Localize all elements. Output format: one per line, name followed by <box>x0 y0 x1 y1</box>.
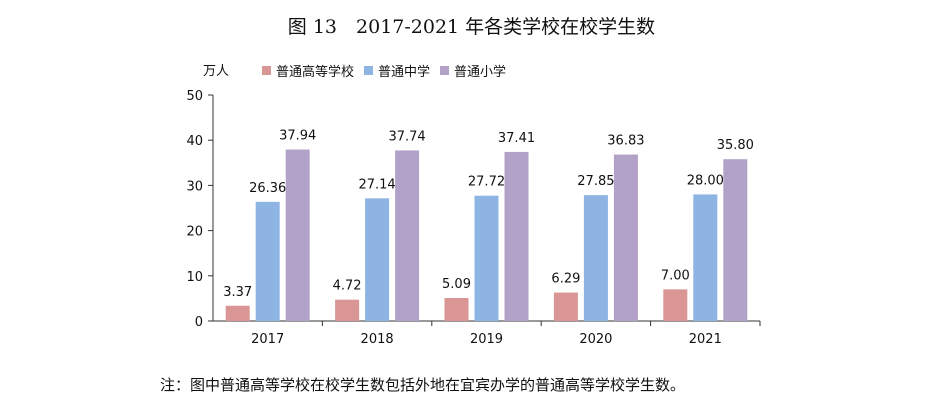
x-tick-label: 2020 <box>579 332 612 347</box>
data-label: 35.80 <box>717 138 754 153</box>
x-tick-label: 2018 <box>361 332 394 347</box>
x-tick-label: 2017 <box>251 332 284 347</box>
y-axis-label: 万人 <box>203 64 229 79</box>
x-tick-label: 2021 <box>689 332 722 347</box>
data-label: 26.36 <box>249 181 286 196</box>
bar <box>225 305 250 321</box>
data-label: 4.72 <box>333 279 362 294</box>
bar <box>693 194 718 321</box>
bar <box>723 159 748 321</box>
bar <box>255 201 280 321</box>
legend-swatch <box>262 66 271 75</box>
legend-label: 普通小学 <box>454 64 506 80</box>
legend-swatch <box>440 66 449 75</box>
bar <box>474 195 499 321</box>
data-label: 37.41 <box>498 131 535 146</box>
y-tick-label: 10 <box>186 270 203 285</box>
bar <box>583 195 608 321</box>
y-tick-label: 30 <box>186 179 203 194</box>
data-label: 27.85 <box>577 174 614 189</box>
data-label: 6.29 <box>551 272 580 287</box>
legend-label: 普通中学 <box>378 64 430 80</box>
bar <box>444 297 469 321</box>
bar <box>613 154 638 321</box>
footnote: 注：图中普通高等学校在校学生数包括外地在宜宾办学的普通高等学校学生数。 <box>160 376 686 394</box>
bar <box>663 289 688 321</box>
data-label: 7.00 <box>661 268 690 283</box>
y-tick-label: 0 <box>195 315 203 330</box>
bar <box>285 149 310 321</box>
legend-swatch <box>364 66 373 75</box>
chart-title: 图 13 2017-2021 年各类学校在校学生数 <box>287 16 656 38</box>
data-label: 36.83 <box>607 134 644 149</box>
data-label: 27.72 <box>468 175 505 190</box>
data-label: 28.00 <box>687 173 724 188</box>
bar <box>395 150 420 321</box>
data-label: 3.37 <box>223 285 252 300</box>
data-label: 37.94 <box>279 129 316 144</box>
data-label: 5.09 <box>442 277 471 292</box>
x-tick-label: 2019 <box>470 332 503 347</box>
bar <box>335 299 360 321</box>
bar <box>365 198 390 321</box>
bar <box>504 151 529 321</box>
y-tick-label: 50 <box>186 89 203 104</box>
bar <box>553 292 578 321</box>
data-label: 27.14 <box>358 177 395 192</box>
data-label: 37.74 <box>388 129 425 144</box>
y-tick-label: 20 <box>186 225 203 240</box>
legend-label: 普通高等学校 <box>276 64 354 80</box>
y-tick-label: 40 <box>186 134 203 149</box>
